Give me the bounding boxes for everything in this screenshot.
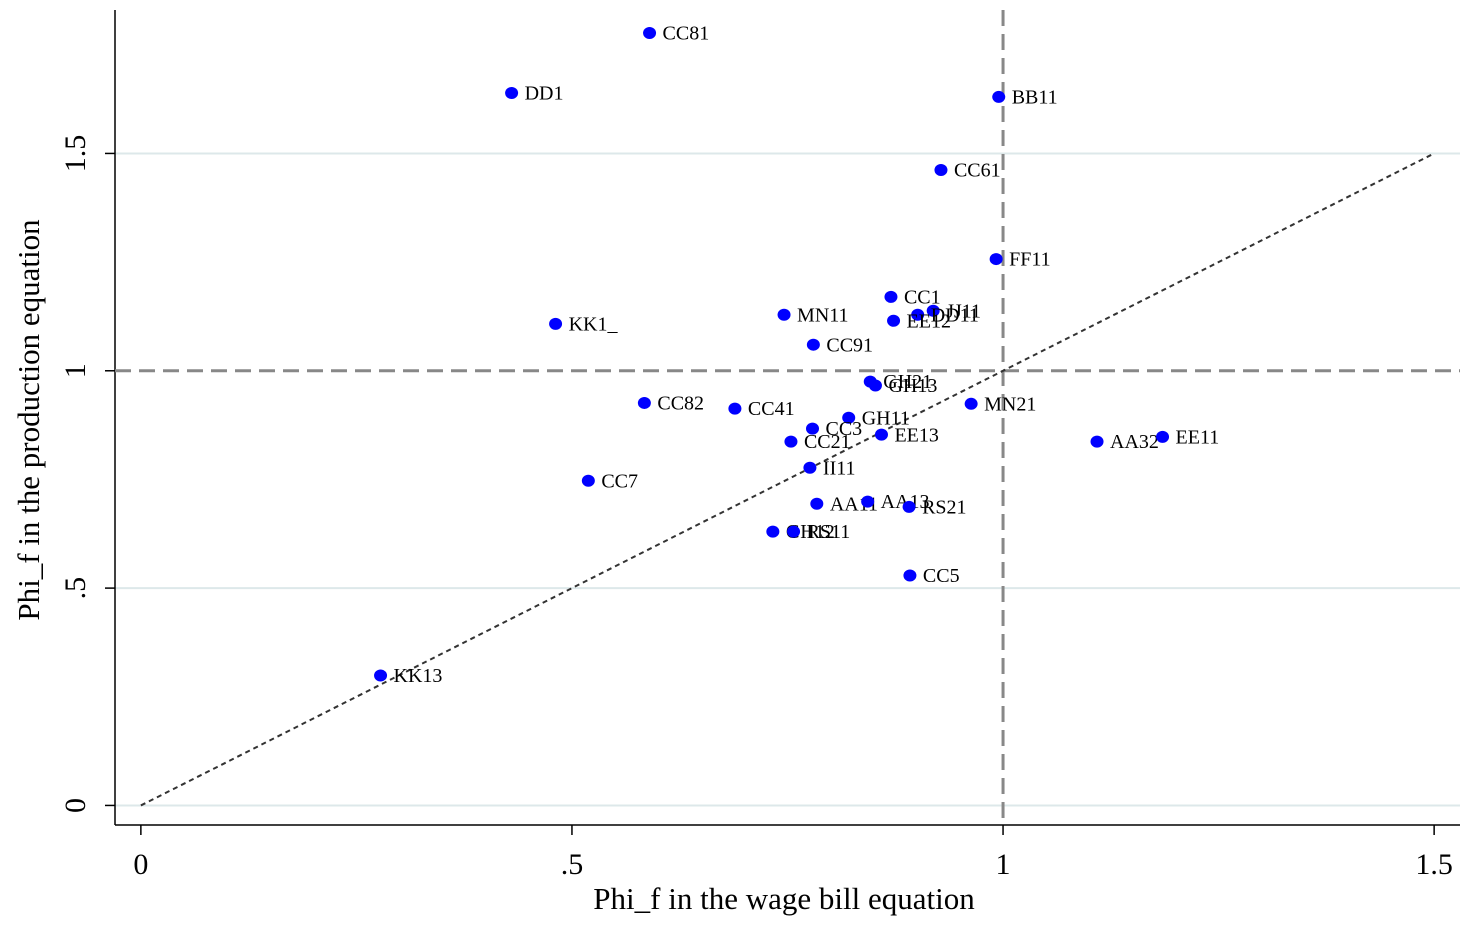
point xyxy=(549,317,563,330)
y-tick-label: 0 xyxy=(59,798,92,813)
point xyxy=(964,397,978,410)
x-tick-label: 0 xyxy=(133,848,148,881)
point xyxy=(861,495,875,508)
y-tick-label: 1 xyxy=(59,363,92,378)
point xyxy=(643,27,657,40)
point xyxy=(784,435,798,448)
point-label: GH21 xyxy=(883,371,932,393)
x-tick-label: .5 xyxy=(561,848,584,881)
point xyxy=(806,422,820,435)
point-label: CC91 xyxy=(826,334,873,356)
point-label: EE12 xyxy=(907,310,951,332)
point xyxy=(902,500,916,513)
point-label: KK1_ xyxy=(569,313,619,335)
point-label: BB11 xyxy=(1012,87,1058,109)
point xyxy=(803,461,817,474)
point-label: MN21 xyxy=(984,393,1036,415)
point-label: CC3 xyxy=(826,418,863,440)
point-label: DD11 xyxy=(931,304,979,326)
point-label: JJ11 xyxy=(946,300,981,322)
y-tick-label: 1.5 xyxy=(59,135,92,173)
point-label: CC7 xyxy=(601,470,638,492)
point-label: CC61 xyxy=(954,160,1001,182)
point xyxy=(1090,435,1104,448)
point-label: RS21 xyxy=(922,496,966,518)
diagonal-line xyxy=(140,152,1435,807)
point xyxy=(810,497,824,510)
point xyxy=(787,525,801,538)
point-label: CC41 xyxy=(748,398,795,420)
point-label: AA32 xyxy=(1110,431,1159,453)
point xyxy=(581,474,595,487)
point-label: GH12 xyxy=(786,521,835,543)
point xyxy=(1156,430,1170,443)
point-label: CC5 xyxy=(923,565,960,587)
point xyxy=(903,569,917,582)
y-tick-label: .5 xyxy=(59,577,92,600)
point-label: FF11 xyxy=(1009,249,1051,271)
point-label: RS11 xyxy=(807,521,851,543)
point-label: EE11 xyxy=(1176,426,1220,448)
y-axis-title: Phi_f in the production equation xyxy=(11,219,46,621)
point-label: EE13 xyxy=(894,424,938,446)
point-label: GH11 xyxy=(862,407,910,429)
point-label: CC1 xyxy=(904,286,941,308)
point xyxy=(374,669,388,682)
point xyxy=(874,428,888,441)
point xyxy=(868,379,882,392)
point xyxy=(842,411,856,424)
point-label: KK13 xyxy=(394,665,443,687)
x-tick-label: 1 xyxy=(996,848,1011,881)
point xyxy=(911,308,925,321)
point xyxy=(777,308,791,321)
point-label: DD1 xyxy=(525,83,564,105)
point-label: CC82 xyxy=(657,393,704,415)
point xyxy=(728,402,742,415)
point-label: CC81 xyxy=(663,23,710,45)
point xyxy=(992,90,1006,103)
point xyxy=(637,396,651,409)
point xyxy=(505,87,519,100)
point xyxy=(806,338,820,351)
point xyxy=(766,525,780,538)
point-label: II11 xyxy=(823,457,856,479)
point xyxy=(884,290,898,303)
point xyxy=(887,314,901,327)
x-tick-label: 1.5 xyxy=(1415,848,1453,881)
point xyxy=(926,304,940,317)
point-label: GH13 xyxy=(888,375,937,397)
point xyxy=(934,163,948,176)
point xyxy=(989,253,1003,266)
x-axis-title: Phi_f in the wage bill equation xyxy=(593,881,975,916)
point-label: MN11 xyxy=(797,304,848,326)
point-label: CC21 xyxy=(804,431,851,453)
